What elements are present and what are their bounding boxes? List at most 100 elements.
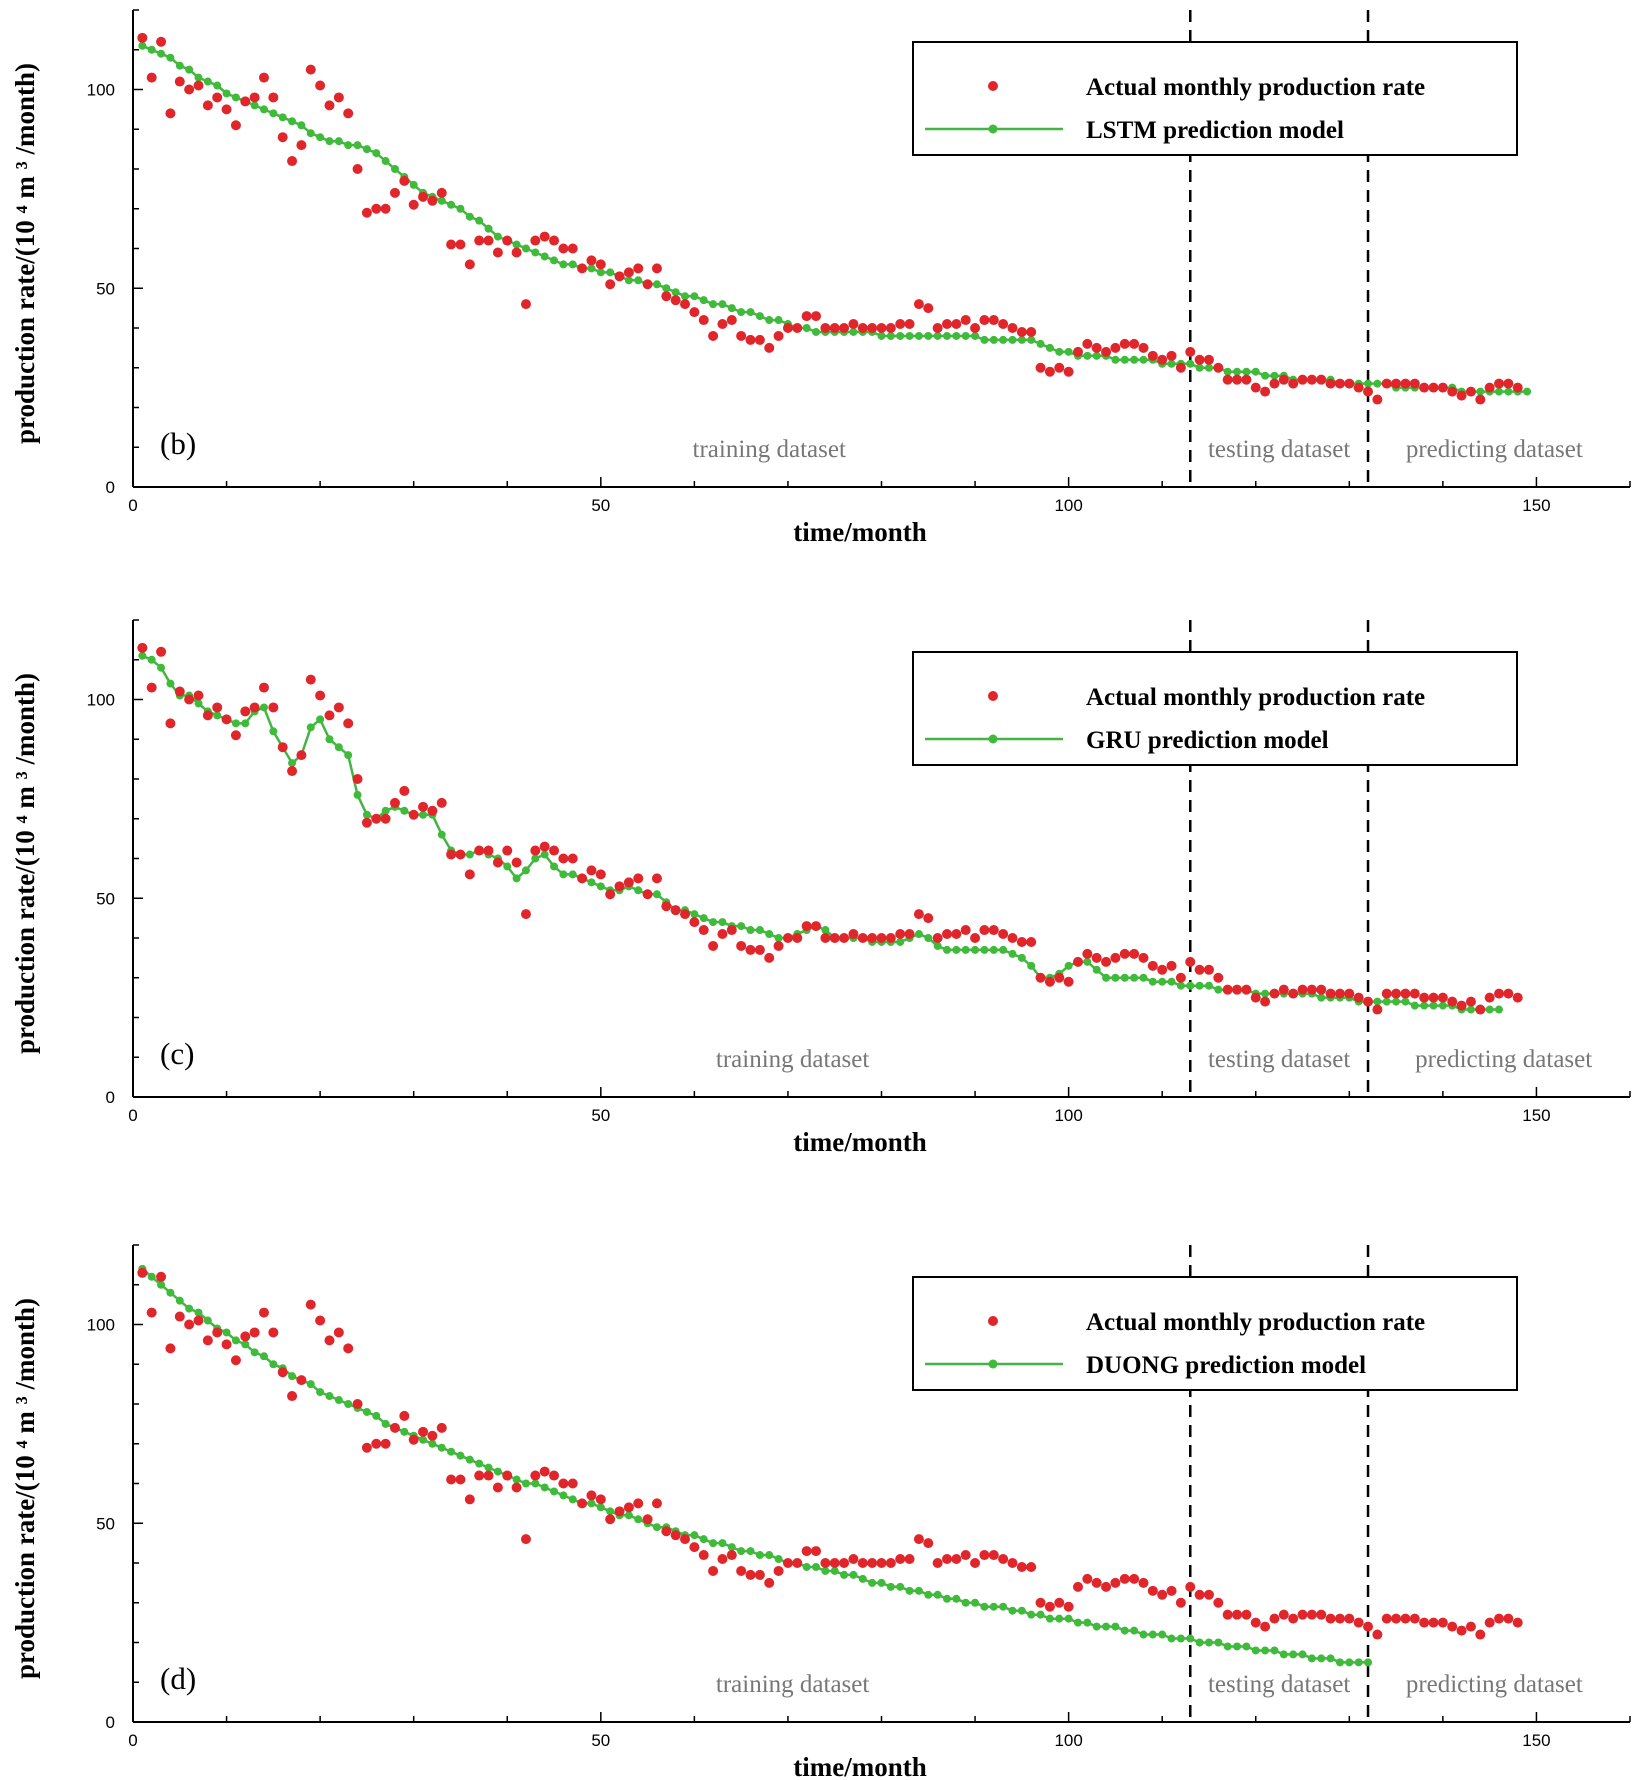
model-point (1429, 1001, 1438, 1010)
model-point (746, 926, 755, 935)
actual-point (923, 913, 934, 924)
model-point (447, 1447, 456, 1456)
model-point (550, 256, 559, 265)
actual-point (1297, 374, 1308, 385)
actual-point (1007, 933, 1018, 943)
model-point (1064, 347, 1073, 356)
actual-point (941, 929, 952, 940)
actual-point (885, 323, 896, 333)
actual-point (249, 702, 260, 713)
y-tick-label: 50 (96, 889, 115, 908)
model-point (896, 1582, 905, 1591)
y-tick-label: 0 (106, 1088, 115, 1107)
actual-point (380, 1438, 391, 1449)
actual-point (287, 1391, 298, 1402)
model-point (971, 331, 980, 340)
actual-point (857, 323, 868, 333)
model-point (1364, 1658, 1373, 1667)
model-point (1392, 997, 1401, 1006)
model-point (821, 926, 830, 935)
model-point (203, 1316, 212, 1325)
actual-point (436, 1422, 447, 1433)
actual-point (782, 323, 793, 333)
y-axis-title: production rate/(10 ⁴ m ³ /month) (10, 1298, 40, 1679)
actual-point (661, 901, 672, 912)
model-point (765, 1551, 774, 1560)
actual-point (1391, 378, 1402, 389)
actual-point (249, 1327, 260, 1338)
x-tick-label: 150 (1522, 1106, 1550, 1125)
model-point (1158, 977, 1167, 986)
actual-point (174, 1311, 185, 1322)
actual-point (1447, 1621, 1458, 1632)
model-point (1364, 379, 1373, 388)
actual-point (137, 642, 148, 653)
x-tick-label: 100 (1054, 1106, 1082, 1125)
actual-point (268, 702, 279, 713)
actual-point (1194, 354, 1205, 365)
actual-point (539, 231, 550, 242)
actual-point (1035, 362, 1046, 373)
model-point (690, 292, 699, 301)
actual-point (1232, 374, 1243, 385)
actual-point (1072, 956, 1083, 967)
legend-box (912, 651, 1518, 766)
actual-point (913, 299, 924, 310)
actual-point (418, 191, 429, 202)
model-point (886, 1582, 895, 1591)
model-point (1195, 1638, 1204, 1647)
model-point (1298, 1650, 1307, 1659)
actual-point (174, 76, 185, 87)
model-point (372, 149, 381, 158)
actual-point (1512, 992, 1523, 1003)
actual-point (567, 853, 578, 864)
model-point (1055, 347, 1064, 356)
model-point (419, 1435, 428, 1444)
actual-point (1101, 1581, 1112, 1592)
model-point (830, 1566, 839, 1575)
actual-point (1419, 382, 1430, 393)
actual-point (567, 243, 578, 254)
model-point (203, 77, 212, 86)
model-point (737, 308, 746, 317)
actual-point (605, 279, 616, 290)
model-point (1008, 949, 1017, 958)
legend-actual-label: Actual monthly production rate (1086, 1309, 1425, 1336)
actual-point (1119, 1573, 1130, 1584)
actual-point (670, 1530, 681, 1541)
model-point (147, 1272, 156, 1281)
actual-point (1512, 1617, 1523, 1628)
actual-point (408, 1434, 419, 1445)
model-point (1073, 1618, 1082, 1627)
actual-point (315, 1315, 326, 1326)
actual-point (389, 797, 400, 808)
actual-point (1138, 1577, 1149, 1588)
model-point (559, 870, 568, 879)
actual-point (1082, 338, 1093, 349)
actual-point (1428, 382, 1439, 393)
actual-point (1054, 972, 1065, 983)
actual-point (1465, 386, 1476, 397)
actual-point (1288, 1613, 1299, 1624)
region-label: predicting dataset (1415, 1046, 1592, 1073)
model-point (868, 1578, 877, 1587)
actual-point (708, 1565, 719, 1576)
actual-point (642, 889, 653, 900)
model-point (596, 1503, 605, 1512)
actual-point (455, 1474, 466, 1485)
model-point (231, 93, 240, 102)
actual-point (1494, 1613, 1505, 1624)
actual-point (549, 845, 560, 856)
model-point (999, 335, 1008, 344)
model-point (1204, 981, 1213, 990)
actual-point (343, 718, 354, 729)
model-point (456, 1451, 465, 1460)
model-point (699, 296, 708, 305)
actual-point (1063, 976, 1074, 987)
actual-point (1241, 1609, 1252, 1620)
panel-d: 0 50 100 150 0 50 100 time/month production rate… (10, 1244, 1631, 1780)
actual-point (782, 1558, 793, 1568)
actual-point (1129, 338, 1140, 349)
actual-point (296, 750, 307, 761)
model-point (568, 1495, 577, 1504)
